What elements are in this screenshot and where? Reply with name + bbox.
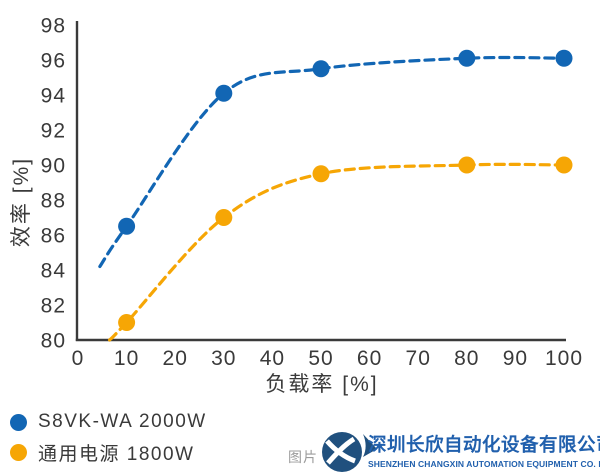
company-name-zh: 深圳长欣自动化设备有限公司 bbox=[368, 434, 600, 455]
svg-text:92: 92 bbox=[41, 120, 66, 143]
svg-text:86: 86 bbox=[41, 225, 66, 248]
watermark-label: 图片 bbox=[288, 449, 318, 465]
svg-text:100: 100 bbox=[545, 347, 583, 370]
svg-text:96: 96 bbox=[41, 50, 66, 73]
svg-text:20: 20 bbox=[163, 347, 188, 370]
company-name-en: SHENZHEN CHANGXIN AUTOMATION EQUIPMENT C… bbox=[368, 459, 600, 469]
svg-text:80: 80 bbox=[454, 347, 479, 370]
svg-text:80: 80 bbox=[41, 330, 66, 353]
legend-label: 通用电源 1800W bbox=[38, 443, 195, 465]
svg-text:94: 94 bbox=[41, 85, 66, 108]
legend-item: 通用电源 1800W bbox=[10, 437, 207, 467]
svg-text:40: 40 bbox=[260, 347, 285, 370]
svg-text:60: 60 bbox=[357, 347, 382, 370]
svg-text:90: 90 bbox=[503, 347, 528, 370]
svg-text:负载率 [%]: 负载率 [%] bbox=[265, 373, 378, 396]
svg-text:30: 30 bbox=[211, 347, 236, 370]
svg-text:84: 84 bbox=[41, 260, 66, 283]
svg-text:0: 0 bbox=[72, 347, 85, 370]
changxin-logo-icon bbox=[322, 432, 377, 472]
svg-text:效率 [%]: 效率 [%] bbox=[10, 157, 33, 247]
legend-dot-blue-icon bbox=[10, 413, 27, 431]
legend-label: S8VK-WA 2000W bbox=[38, 411, 207, 432]
svg-text:88: 88 bbox=[41, 190, 66, 213]
svg-text:90: 90 bbox=[41, 155, 66, 178]
legend-dot-yellow-icon bbox=[10, 443, 27, 461]
svg-text:70: 70 bbox=[406, 347, 431, 370]
chart-area: 80 82 84 86 88 90 92 94 96 98 0 10 20 30 40 50 60 70 80 90 1… bbox=[10, 15, 583, 397]
svg-text:50: 50 bbox=[308, 347, 333, 370]
company-name-block: 深圳长欣自动化设备有限公司 SHENZHEN CHANGXIN AUTOMATI… bbox=[368, 431, 600, 469]
svg-text:10: 10 bbox=[114, 347, 139, 370]
legend-item: S8VK-WA 2000W bbox=[10, 407, 207, 437]
svg-text:98: 98 bbox=[41, 15, 66, 38]
svg-text:82: 82 bbox=[41, 295, 66, 318]
efficiency-chart: 80 82 84 86 88 90 92 94 96 98 0 10 20 30 40 50 60 70 80 90 1… bbox=[10, 15, 583, 397]
chart-legend: S8VK-WA 2000W 通用电源 1800W bbox=[10, 407, 207, 467]
